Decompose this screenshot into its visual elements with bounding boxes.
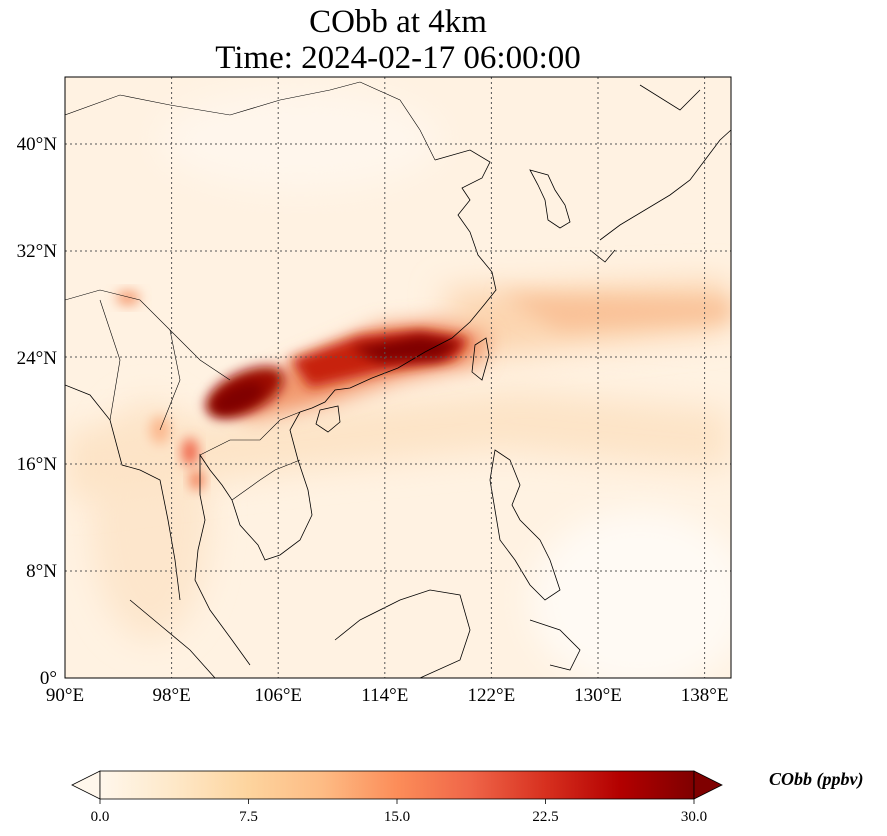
lon-tick-122: 122°E [468,685,516,706]
lon-tick-114: 114°E [361,685,408,706]
lat-tick-32: 32°N [17,241,58,262]
map-frame [64,76,732,679]
colorbar-tick-0: 0.0 [91,809,110,825]
lat-tick-labels: 0° 8°N 16°N 24°N 32°N 40°N [17,134,58,689]
colorbar-tick-1: 7.5 [239,809,258,825]
colorbar-extend-max [693,770,723,800]
map-title: CObb at 4km [309,4,487,40]
colorbar-tick-3: 22.5 [532,809,558,825]
colorbar-body [99,770,695,800]
colorbar-label: CObb (ppbv) [769,769,864,789]
lon-tick-138: 138°E [681,685,729,706]
lon-tick-labels: 90°E 98°E 106°E 114°E 122°E 130°E 138°E [46,685,729,706]
lat-tick-16: 16°N [17,454,58,475]
lat-tick-0: 0° [40,668,57,689]
concentration-field [65,77,731,678]
lon-tick-98: 98°E [152,685,190,706]
colorbar-tick-2: 15.0 [384,809,410,825]
gridlines [65,77,731,678]
lon-tick-90: 90°E [46,685,84,706]
lat-tick-24: 24°N [17,348,58,369]
colorbar: 0.0 7.5 15.0 22.5 30.0 [71,770,723,825]
colorbar-extend-min [71,770,101,800]
map-time: Time: 2024-02-17 06:00:00 [215,40,581,76]
lon-tick-130: 130°E [574,685,622,706]
colorbar-tick-4: 30.0 [681,809,707,825]
lat-tick-8: 8°N [26,561,57,582]
lon-tick-106: 106°E [254,685,302,706]
lat-tick-40: 40°N [17,134,58,155]
